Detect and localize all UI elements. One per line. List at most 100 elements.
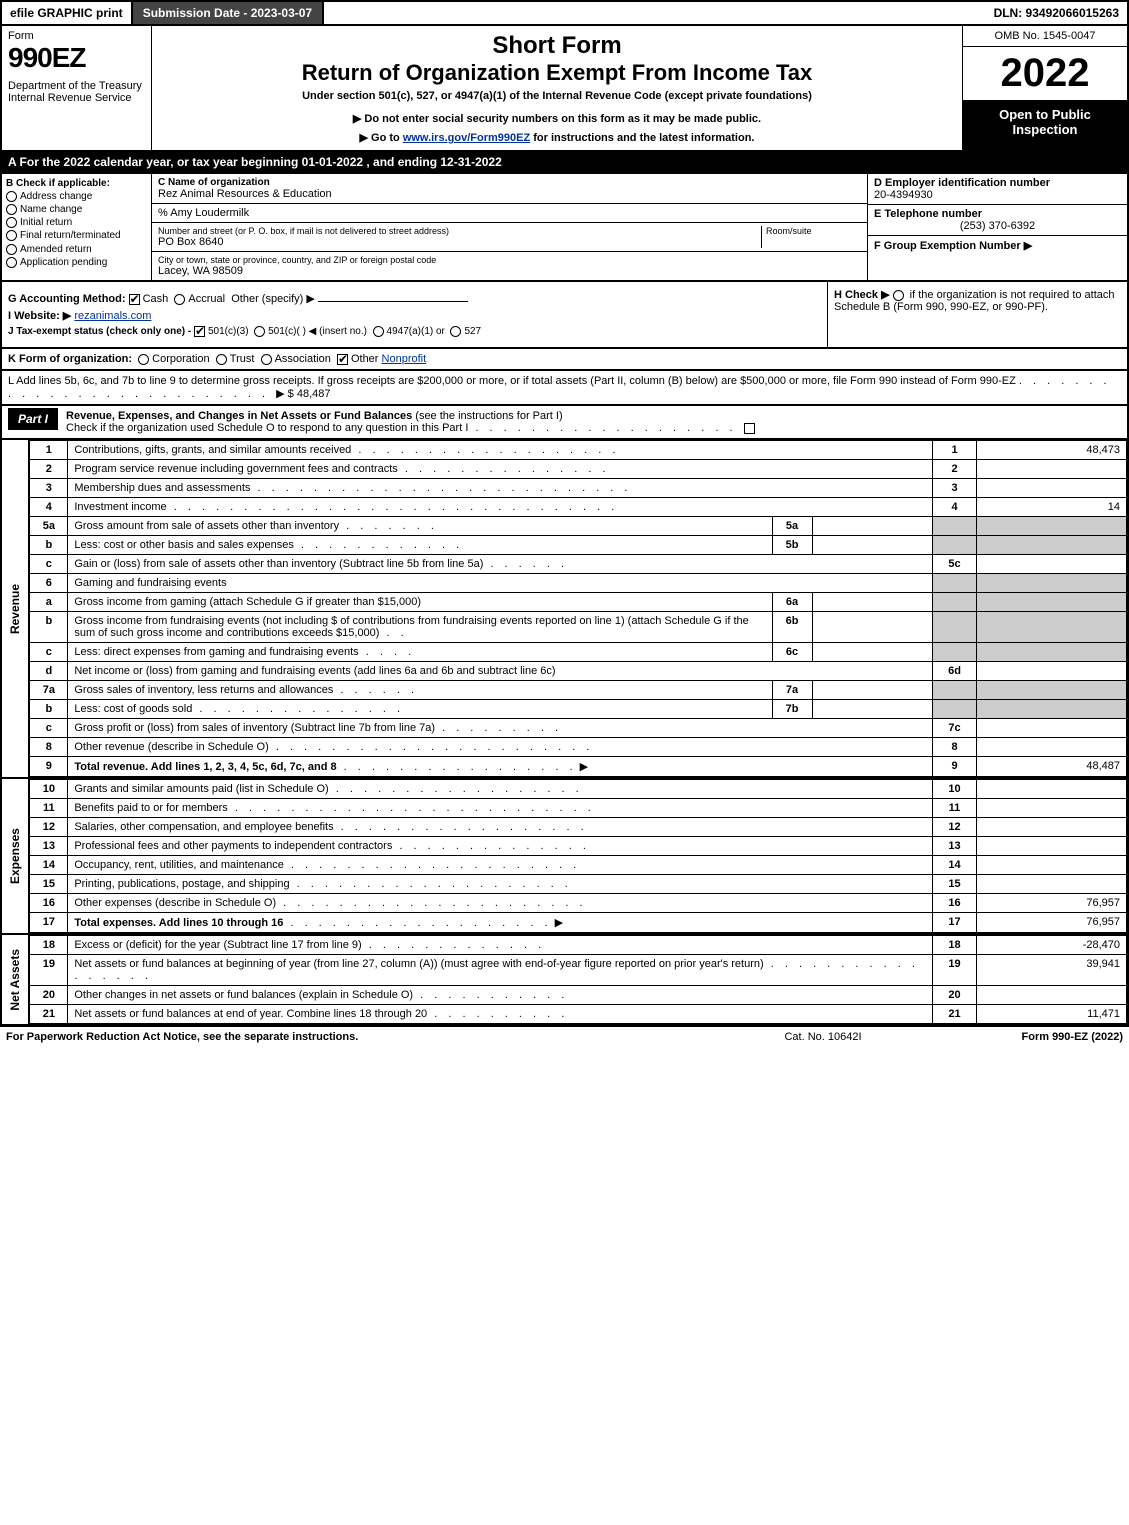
line-20: 20Other changes in net assets or fund ba… — [30, 986, 1127, 1005]
j-501c3: 501(c)(3) — [208, 326, 249, 337]
addr-label: Number and street (or P. O. box, if mail… — [158, 226, 761, 236]
line-6: 6Gaming and fundraising events — [30, 574, 1127, 593]
org-name: Rez Animal Resources & Education — [158, 188, 861, 200]
line-9: 9Total revenue. Add lines 1, 2, 3, 4, 5c… — [30, 757, 1127, 777]
line-17: 17Total expenses. Add lines 10 through 1… — [30, 913, 1127, 933]
line-13: 13Professional fees and other payments t… — [30, 837, 1127, 856]
check-name-change[interactable]: Name change — [6, 204, 147, 215]
submission-date: Submission Date - 2023-03-07 — [133, 2, 324, 24]
row-a-calendar: A For the 2022 calendar year, or tax yea… — [0, 152, 1129, 174]
side-netassets: Net Assets — [8, 949, 22, 1011]
g-accrual-check[interactable] — [174, 294, 185, 305]
b-label: B Check if applicable: — [6, 178, 147, 189]
open-public: Open to Public Inspection — [963, 101, 1127, 150]
d-label: D Employer identification number — [874, 177, 1121, 189]
section-ghij: G Accounting Method: Cash Accrual Other … — [0, 282, 1129, 349]
k-corp[interactable] — [138, 354, 149, 365]
check-application-pending[interactable]: Application pending — [6, 257, 147, 268]
expenses-grid: Expenses 10Grants and similar amounts pa… — [0, 779, 1129, 935]
g-cash-check[interactable] — [129, 294, 140, 305]
k-label: K Form of organization: — [8, 353, 132, 365]
part1-sub: Check if the organization used Schedule … — [66, 422, 468, 434]
revenue-grid: Revenue 1Contributions, gifts, grants, a… — [0, 440, 1129, 779]
e-label: E Telephone number — [874, 208, 1121, 220]
line-11: 11Benefits paid to or for members . . . … — [30, 799, 1127, 818]
tax-year: 2022 — [963, 47, 1127, 101]
check-amended-return[interactable]: Amended return — [6, 244, 147, 255]
j-501c-check[interactable] — [254, 326, 265, 337]
j-4947: 4947(a)(1) or — [387, 326, 445, 337]
i-label: I Website: ▶ — [8, 310, 71, 322]
line-6d: dNet income or (loss) from gaming and fu… — [30, 662, 1127, 681]
h-label: H Check ▶ — [834, 289, 890, 301]
irs-link[interactable]: www.irs.gov/Form990EZ — [403, 132, 530, 144]
part1-title: Revenue, Expenses, and Changes in Net As… — [66, 410, 412, 422]
form-header: Form 990EZ Department of the Treasury In… — [0, 26, 1129, 152]
phone: (253) 370-6392 — [874, 220, 1121, 232]
g-other: Other (specify) ▶ — [231, 293, 315, 305]
f-label: F Group Exemption Number ▶ — [874, 239, 1121, 252]
line-4: 4Investment income . . . . . . . . . . .… — [30, 498, 1127, 517]
goto-note: ▶ Go to www.irs.gov/Form990EZ for instru… — [158, 131, 956, 144]
j-501c3-check[interactable] — [194, 326, 205, 337]
row-k: K Form of organization: Corporation Trus… — [0, 349, 1129, 371]
footer-catno: Cat. No. 10642I — [723, 1031, 923, 1043]
care-of: % Amy Loudermilk — [158, 207, 861, 219]
ein: 20-4394930 — [874, 189, 1121, 201]
check-final-return[interactable]: Final return/terminated — [6, 230, 147, 241]
section-b: B Check if applicable: Address change Na… — [0, 174, 1129, 282]
form-number: 990EZ — [8, 42, 145, 74]
topbar: efile GRAPHIC print Submission Date - 20… — [0, 0, 1129, 26]
line-5b: bLess: cost or other basis and sales exp… — [30, 536, 1127, 555]
k-trust[interactable] — [216, 354, 227, 365]
line-6b: bGross income from fundraising events (n… — [30, 612, 1127, 643]
j-label: J Tax-exempt status (check only one) - — [8, 326, 191, 337]
k-other[interactable] — [337, 354, 348, 365]
line-3: 3Membership dues and assessments . . . .… — [30, 479, 1127, 498]
c-label: C Name of organization — [158, 177, 861, 188]
l-amount: ▶ $ 48,487 — [276, 388, 330, 400]
k-assoc[interactable] — [261, 354, 272, 365]
k-other-val[interactable]: Nonprofit — [382, 353, 427, 365]
line-15: 15Printing, publications, postage, and s… — [30, 875, 1127, 894]
j-527-check[interactable] — [450, 326, 461, 337]
goto-pre: ▶ Go to — [360, 132, 403, 144]
website-link[interactable]: rezanimals.com — [74, 310, 151, 322]
g-cash: Cash — [143, 293, 169, 305]
page-footer: For Paperwork Reduction Act Notice, see … — [0, 1026, 1129, 1047]
line-6c: cLess: direct expenses from gaming and f… — [30, 643, 1127, 662]
line-6a: aGross income from gaming (attach Schedu… — [30, 593, 1127, 612]
line-5a: 5aGross amount from sale of assets other… — [30, 517, 1127, 536]
line-10: 10Grants and similar amounts paid (list … — [30, 780, 1127, 799]
part1-tab: Part I — [8, 408, 58, 430]
line-1: 1Contributions, gifts, grants, and simil… — [30, 441, 1127, 460]
return-title: Return of Organization Exempt From Incom… — [158, 60, 956, 86]
j-4947-check[interactable] — [373, 326, 384, 337]
under-section: Under section 501(c), 527, or 4947(a)(1)… — [158, 90, 956, 102]
line-19: 19Net assets or fund balances at beginni… — [30, 955, 1127, 986]
city: Lacey, WA 98509 — [158, 265, 861, 277]
line-18: 18Excess or (deficit) for the year (Subt… — [30, 936, 1127, 955]
donot-note: ▶ Do not enter social security numbers o… — [158, 112, 956, 125]
g-label: G Accounting Method: — [8, 293, 126, 305]
line-7c: cGross profit or (loss) from sales of in… — [30, 719, 1127, 738]
j-501c: 501(c)( ) ◀ (insert no.) — [268, 326, 367, 337]
h-check[interactable] — [893, 290, 904, 301]
line-7a: 7aGross sales of inventory, less returns… — [30, 681, 1127, 700]
check-initial-return[interactable]: Initial return — [6, 217, 147, 228]
omb-number: OMB No. 1545-0047 — [963, 26, 1127, 47]
line-7b: bLess: cost of goods sold . . . . . . . … — [30, 700, 1127, 719]
footer-paperwork: For Paperwork Reduction Act Notice, see … — [6, 1031, 723, 1043]
line-8: 8Other revenue (describe in Schedule O) … — [30, 738, 1127, 757]
street: PO Box 8640 — [158, 236, 761, 248]
part1-title-paren: (see the instructions for Part I) — [412, 410, 562, 422]
short-form-title: Short Form — [158, 32, 956, 60]
row-l: L Add lines 5b, 6c, and 7b to line 9 to … — [0, 371, 1129, 406]
line-21: 21Net assets or fund balances at end of … — [30, 1005, 1127, 1024]
check-address-change[interactable]: Address change — [6, 191, 147, 202]
part1-sub-check[interactable] — [744, 423, 755, 434]
netassets-grid: Net Assets 18Excess or (deficit) for the… — [0, 935, 1129, 1026]
dln: DLN: 93492066015263 — [986, 2, 1127, 24]
efile-label[interactable]: efile GRAPHIC print — [2, 2, 133, 24]
g-accrual: Accrual — [188, 293, 225, 305]
